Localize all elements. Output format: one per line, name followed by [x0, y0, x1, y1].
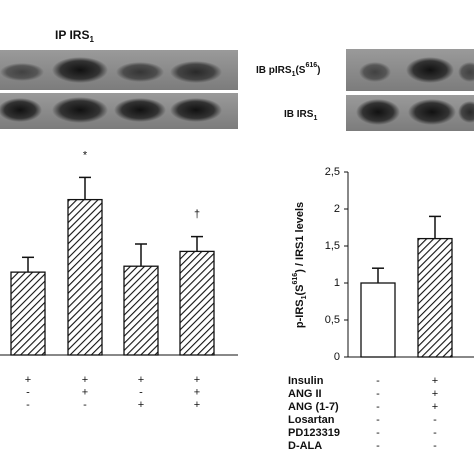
label-text: IB pIRS — [256, 65, 292, 76]
condition-label: ANG II — [288, 388, 322, 400]
condition-value: - — [433, 414, 437, 426]
condition-value: + — [25, 374, 31, 386]
condition-value: + — [138, 399, 144, 411]
label-text: IP IRS — [55, 28, 89, 42]
condition-value: + — [194, 374, 200, 386]
condition-value: - — [83, 399, 87, 411]
bar — [417, 237, 453, 358]
y-tick-label: 0,5 — [325, 314, 340, 326]
condition-value: - — [376, 440, 380, 452]
annotation: † — [194, 209, 200, 221]
condition-value: - — [26, 386, 30, 398]
label-text: (S — [295, 65, 305, 76]
condition-label: D-ALA — [288, 440, 322, 452]
label-sub: 1 — [89, 35, 94, 44]
label-text: ) / IRS1 levels — [294, 202, 306, 273]
blot-label: IB IRS1 — [284, 109, 317, 122]
label-text: p-IRS — [294, 299, 306, 328]
label-text: (S — [294, 284, 306, 295]
condition-value: + — [82, 386, 88, 398]
condition-label: ANG (1-7) — [288, 401, 339, 413]
condition-label: Insulin — [288, 375, 324, 387]
blot-label: IB pIRS1(S616) — [256, 62, 321, 78]
condition-value: - — [376, 375, 380, 387]
label-sub: 1 — [292, 71, 296, 78]
condition-value: - — [376, 388, 380, 400]
label-text: ) — [317, 65, 320, 76]
condition-value: + — [194, 399, 200, 411]
bar — [10, 271, 46, 356]
bar — [123, 265, 159, 356]
condition-value: + — [194, 386, 200, 398]
condition-value: + — [432, 388, 438, 400]
y-tick-label: 1,5 — [325, 240, 340, 252]
condition-value: + — [432, 375, 438, 387]
blot-images — [0, 49, 474, 131]
y-axis-label: p-IRS1(S616) / IRS1 levels — [292, 202, 308, 328]
condition-value: - — [433, 440, 437, 452]
y-tick-label: 0 — [334, 351, 340, 363]
condition-value: - — [376, 414, 380, 426]
condition-value: + — [82, 374, 88, 386]
condition-value: - — [433, 427, 437, 439]
condition-label: Losartan — [288, 414, 335, 426]
y-tick-label: 2,5 — [325, 166, 340, 178]
label-sub: 1 — [301, 295, 308, 299]
y-tick-label: 2 — [334, 203, 340, 215]
label-sub: 1 — [313, 115, 317, 122]
condition-value: + — [138, 374, 144, 386]
condition-value: - — [376, 427, 380, 439]
label-sup: 616 — [292, 273, 299, 285]
annotation: * — [83, 149, 88, 161]
bar — [67, 198, 103, 356]
bar — [179, 250, 215, 356]
y-tick-label: 1 — [334, 277, 340, 289]
condition-label: PD123319 — [288, 427, 340, 439]
condition-value: - — [26, 399, 30, 411]
condition-value: - — [139, 386, 143, 398]
label-sup: 616 — [305, 62, 317, 69]
condition-value: + — [432, 401, 438, 413]
label-text: IB IRS — [284, 109, 314, 120]
ip-label: IP IRS1 — [55, 28, 94, 44]
condition-value: - — [376, 401, 380, 413]
bar — [360, 282, 396, 358]
